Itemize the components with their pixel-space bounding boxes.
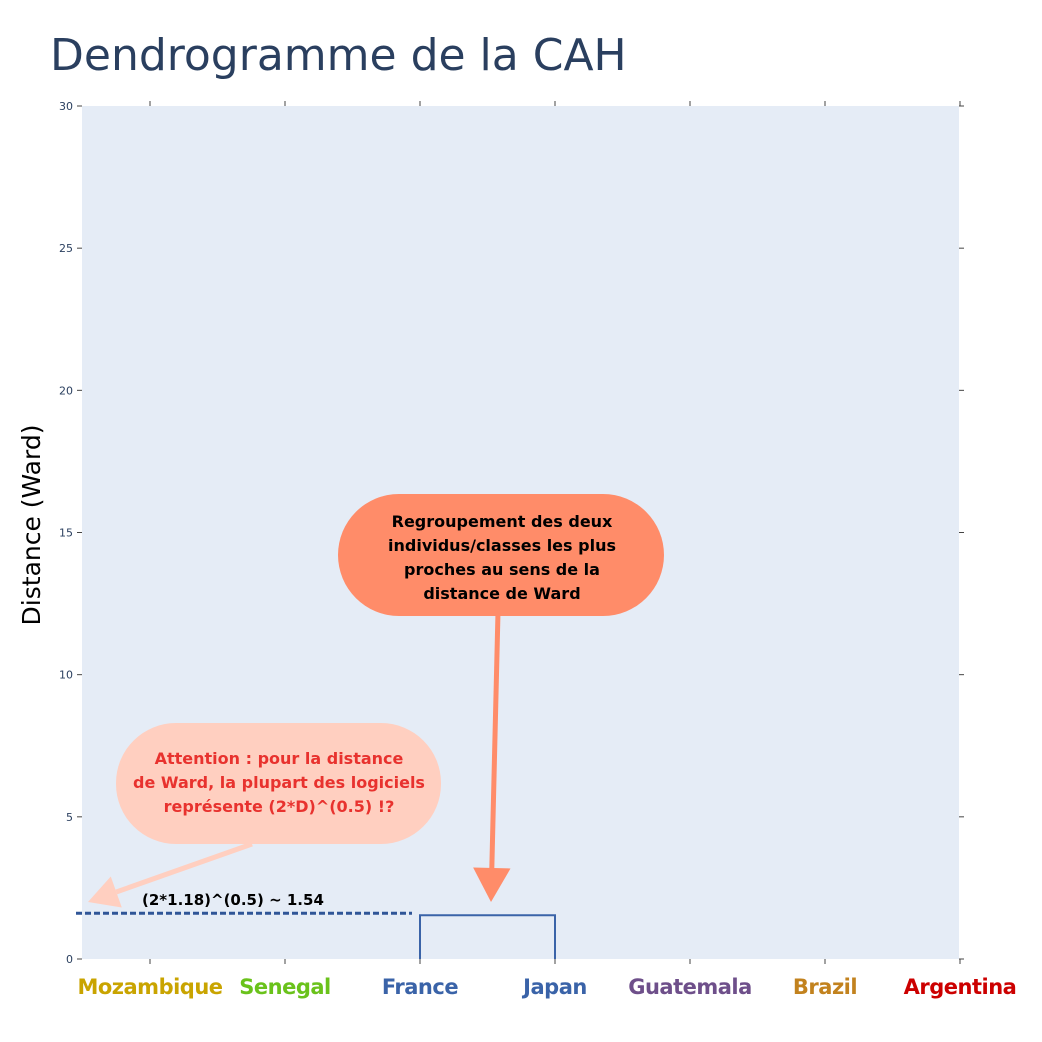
annotations-layer: (2*1.18)^(0.5) ~ 1.54 Regroupement des de… — [76, 494, 664, 915]
y-tick-label: 30 — [59, 100, 73, 113]
y-tick-label: 10 — [59, 669, 73, 682]
annotation-text-orange: individus/classes les plus — [388, 536, 616, 555]
y-axis-title: Distance (Ward) — [17, 425, 46, 626]
links-layer — [419, 914, 556, 959]
annotation-text-orange: distance de Ward — [423, 584, 580, 603]
annotation-arrow-pink-shaft — [115, 841, 253, 895]
leaf-label: Guatemala — [628, 975, 752, 999]
annotation-bubble-pink — [116, 723, 441, 844]
chart-title: Dendrogramme de la CAH — [50, 30, 627, 81]
y-tick-label: 0 — [66, 953, 73, 966]
annotation-text-pink: Attention : pour la distance — [155, 749, 404, 768]
y-tick-label: 20 — [59, 384, 73, 397]
leaf-label: Japan — [521, 975, 587, 999]
y-tick-label: 15 — [59, 527, 73, 540]
y-tick-label: 5 — [66, 811, 73, 824]
annotation-text-pink: représente (2*D)^(0.5) !? — [164, 797, 395, 816]
axes-layer: 0 5 10 15 20 25 30 Mozambique Senegal France Japan… — [59, 100, 1017, 999]
annotation-arrow-orange-head — [473, 867, 511, 902]
annotation-arrow-pink-head — [88, 876, 122, 908]
leaf-label: Argentina — [904, 975, 1017, 999]
leaf-label: France — [382, 975, 458, 999]
annotation-text-pink: de Ward, la plupart des logiciels — [133, 773, 425, 792]
reference-line-label: (2*1.18)^(0.5) ~ 1.54 — [142, 891, 324, 909]
dendrogram-link — [419, 914, 556, 959]
annotation-bubble-orange — [338, 494, 664, 616]
annotation-text-orange: proches au sens de la — [404, 560, 600, 579]
annotation-arrow-orange-shaft — [489, 611, 501, 869]
y-tick-label: 25 — [59, 242, 73, 255]
annotation-text-orange: Regroupement des deux — [392, 512, 613, 531]
leaf-label: Brazil — [793, 975, 857, 999]
leaf-label: Mozambique — [77, 975, 222, 999]
leaf-label: Senegal — [239, 975, 330, 999]
